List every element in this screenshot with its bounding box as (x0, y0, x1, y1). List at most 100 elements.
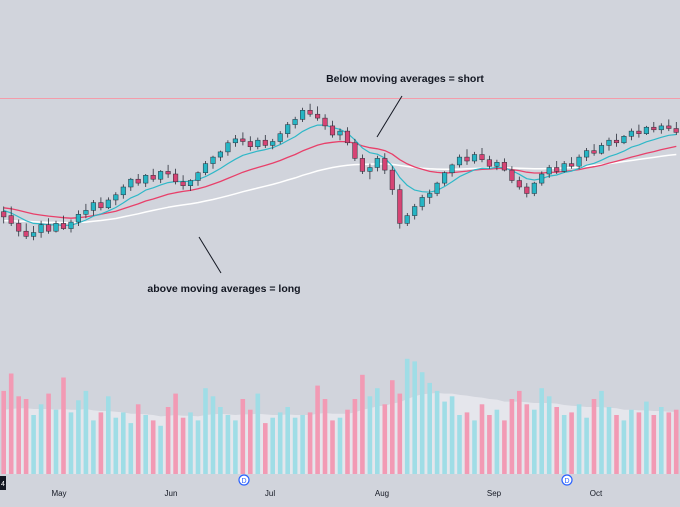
candlestick (509, 166, 515, 184)
volume-bar (98, 412, 104, 474)
candle-body (53, 223, 59, 232)
volume-bar (621, 420, 627, 474)
annotation-long-arrow (198, 236, 222, 274)
candlestick (307, 103, 313, 117)
candle-body (382, 158, 388, 171)
candle-body (486, 159, 492, 167)
volume-bar (225, 415, 231, 474)
candle-body (180, 181, 186, 186)
candle-body (307, 110, 313, 115)
volume-bar (449, 396, 455, 474)
volume-bar (487, 415, 492, 474)
candle-body (277, 133, 283, 142)
candlestick (561, 161, 567, 173)
month-label-may: May (51, 489, 66, 498)
volume-bar (659, 407, 664, 474)
candle-body (232, 138, 238, 144)
candle-body (591, 150, 597, 154)
candlestick (217, 150, 223, 161)
candlestick (232, 135, 238, 147)
volume-bar (292, 417, 298, 474)
candle-body (524, 186, 530, 194)
candlestick (315, 106, 321, 121)
volume-bar (165, 407, 171, 474)
candle-body (195, 172, 201, 181)
candle-body (217, 151, 223, 158)
dividend-marker[interactable]: D (238, 474, 250, 486)
volume-bar (524, 404, 530, 474)
candle-body (240, 138, 246, 142)
volume-bar (554, 407, 559, 474)
candle-body (187, 180, 194, 186)
candle-body (158, 171, 164, 180)
month-label-jul: Jul (265, 489, 275, 498)
candlestick (651, 122, 657, 133)
candlestick (584, 148, 590, 161)
candlestick (471, 151, 478, 164)
volume-bar (584, 417, 589, 474)
candlestick (285, 122, 291, 138)
month-label-oct: Oct (590, 489, 603, 498)
candle-body (427, 193, 433, 198)
dividend-marker-label: D (241, 478, 246, 485)
volume-bar (576, 404, 582, 474)
candle-body (23, 230, 29, 237)
candlestick (16, 219, 22, 237)
candlestick (255, 137, 261, 150)
candle-body (128, 178, 134, 188)
candle-body (643, 126, 649, 134)
candle-body (509, 169, 515, 181)
candle-body (225, 142, 231, 153)
candlestick (598, 142, 605, 155)
volume-bar (614, 415, 619, 474)
candlestick (60, 215, 67, 230)
month-label-jun: Jun (165, 489, 178, 498)
volume-bar (61, 377, 66, 474)
candlestick (329, 120, 336, 138)
volume-bar (330, 420, 335, 474)
candle-body (456, 156, 463, 166)
candlestick (225, 140, 231, 156)
volume-bar (188, 412, 193, 474)
candlestick (128, 177, 134, 191)
candlestick (352, 138, 358, 161)
candle-body (300, 110, 306, 120)
candlestick (53, 220, 59, 233)
candle-body (651, 126, 657, 131)
candle-body (255, 139, 261, 147)
dividend-marker[interactable]: D (561, 474, 573, 486)
volume-bar (561, 415, 567, 474)
candlestick (31, 226, 37, 241)
candle-body (561, 163, 567, 172)
candle-body (16, 223, 22, 232)
candlestick (98, 197, 104, 211)
candlestick (165, 164, 171, 178)
candle-body (31, 232, 37, 237)
candlestick (389, 166, 395, 195)
candle-body (494, 162, 500, 167)
candle-body (501, 162, 507, 171)
candle-body (658, 125, 664, 131)
candlestick (38, 220, 44, 238)
dividend-marker-label: D (564, 478, 569, 485)
candlestick (180, 175, 186, 190)
candlestick (531, 181, 537, 197)
candlestick (576, 154, 582, 169)
volume-bar (546, 396, 552, 474)
volume-bar (509, 399, 515, 474)
candle-body (135, 178, 141, 184)
volume-bar (91, 420, 96, 474)
candle-body (202, 163, 209, 173)
volume-bar (263, 423, 268, 474)
annotation-long: above moving averages = long (147, 236, 301, 295)
annotation-short-label: Below moving averages = short (326, 73, 484, 85)
candlestick (202, 161, 209, 176)
volume-bar (76, 400, 81, 474)
candle-body (516, 180, 522, 188)
volume-bar (83, 390, 89, 474)
candlestick (135, 174, 141, 186)
candlestick (449, 163, 455, 177)
volume-bar (644, 401, 649, 474)
candlestick (90, 200, 96, 216)
